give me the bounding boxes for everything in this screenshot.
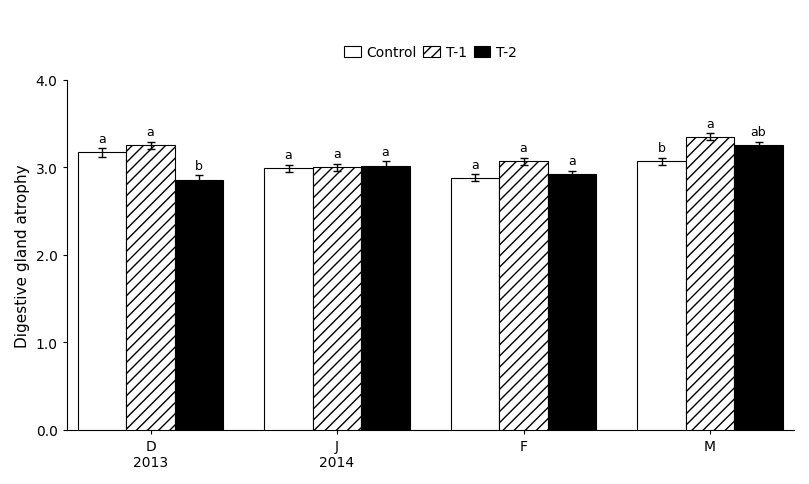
Text: a: a — [519, 142, 527, 155]
Bar — [126, 146, 175, 430]
Bar — [175, 180, 223, 430]
Bar — [499, 162, 548, 430]
Text: a: a — [382, 145, 389, 158]
Text: a: a — [146, 126, 155, 139]
Y-axis label: Digestive gland atrophy: Digestive gland atrophy — [15, 164, 30, 347]
Bar — [313, 168, 362, 430]
Text: a: a — [285, 149, 292, 162]
Bar — [548, 175, 596, 430]
Bar — [265, 169, 313, 430]
Text: b: b — [195, 159, 203, 172]
Text: ab: ab — [751, 126, 766, 139]
Bar — [78, 153, 126, 430]
Text: a: a — [98, 132, 106, 145]
Bar — [735, 146, 783, 430]
Text: b: b — [658, 142, 666, 155]
Text: a: a — [706, 118, 714, 131]
Bar — [686, 137, 735, 430]
Text: a: a — [471, 158, 479, 171]
Text: a: a — [568, 155, 576, 168]
Bar — [637, 162, 686, 430]
Bar — [451, 179, 499, 430]
Bar — [362, 166, 410, 430]
Text: a: a — [333, 148, 341, 161]
Legend: Control, T-1, T-2: Control, T-1, T-2 — [340, 42, 521, 64]
